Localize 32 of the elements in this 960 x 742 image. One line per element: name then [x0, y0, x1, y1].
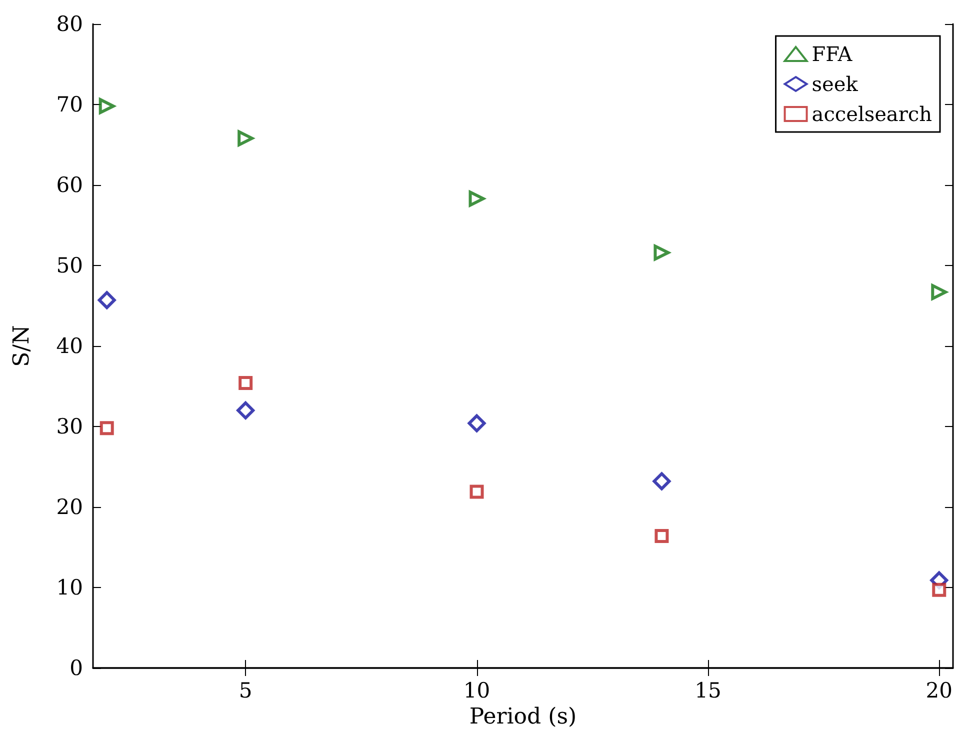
x-tick-label: 15 [694, 678, 722, 702]
y-tick-label: 60 [56, 173, 83, 197]
y-tick-label: 20 [56, 495, 83, 519]
x-tick-label: 10 [463, 678, 490, 702]
point [931, 284, 948, 300]
x-tick-label: 5 [238, 678, 252, 702]
y-tick-label: 50 [56, 254, 83, 278]
legend-label: seek [812, 72, 859, 96]
point [98, 98, 115, 114]
y-tick-label: 70 [56, 92, 83, 116]
y-tick-label: 0 [70, 656, 83, 680]
point [654, 244, 670, 261]
point [468, 414, 486, 432]
y-tick-label: 10 [56, 576, 83, 600]
point [470, 484, 484, 499]
point [98, 291, 116, 310]
point [100, 421, 114, 436]
point [236, 401, 255, 420]
y-axis-title: S/N [10, 325, 34, 367]
point [238, 376, 253, 390]
y-tick-label: 40 [56, 334, 83, 358]
x-tick-label: 20 [926, 678, 952, 702]
point [654, 528, 669, 543]
y-tick-label: 30 [56, 414, 83, 438]
point [238, 130, 254, 146]
point [652, 472, 671, 490]
legend-label: FFA [812, 42, 853, 66]
point [932, 582, 946, 597]
legend-label: accelsearch [812, 102, 932, 126]
y-tick-label: 80 [56, 12, 83, 36]
point [468, 190, 485, 207]
x-axis-title: Period (s) [469, 704, 577, 730]
